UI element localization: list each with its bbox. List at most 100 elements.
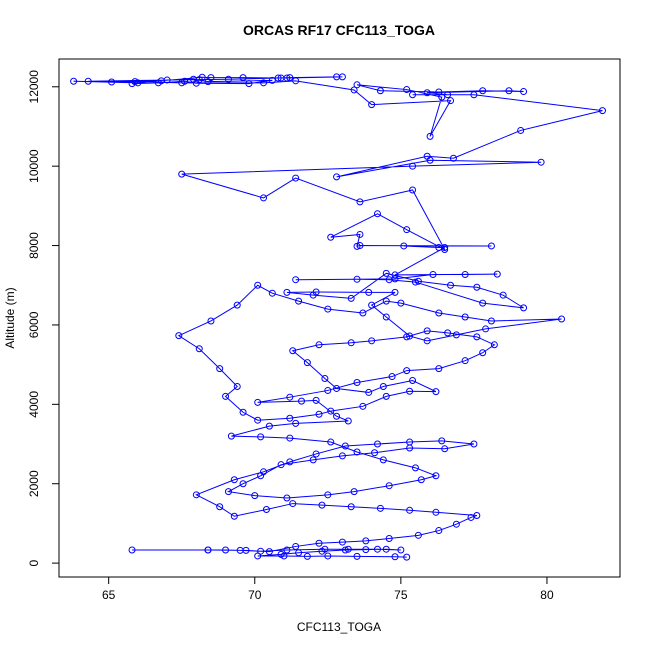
data-point: [391, 553, 399, 561]
data-point: [108, 78, 116, 86]
data-point: [406, 506, 414, 514]
y-tick-label-0: 0: [27, 559, 41, 566]
data-point: [70, 77, 78, 85]
data-point: [452, 520, 460, 528]
data-point: [154, 79, 162, 87]
data-point: [423, 152, 431, 160]
data-point: [423, 337, 431, 345]
data-point: [426, 132, 434, 140]
data-point: [262, 506, 270, 514]
data-point: [356, 242, 364, 250]
data-point: [315, 539, 323, 547]
data-point: [224, 75, 232, 83]
data-point: [435, 365, 443, 373]
data-point: [192, 79, 200, 87]
data-point: [391, 288, 399, 296]
data-point: [327, 233, 335, 241]
data-point: [432, 388, 440, 396]
data-point: [388, 373, 396, 381]
data-point: [403, 333, 411, 341]
data-point: [558, 315, 566, 323]
data-point: [327, 438, 335, 446]
data-point: [406, 444, 414, 452]
data-point: [397, 299, 405, 307]
data-point: [230, 512, 238, 520]
data-point: [312, 396, 320, 404]
data-point: [254, 416, 262, 424]
data-point: [470, 91, 478, 99]
data-point: [318, 501, 326, 509]
data-point: [175, 332, 183, 340]
data-point: [128, 546, 136, 554]
data-point: [309, 291, 317, 299]
data-point: [286, 458, 294, 466]
data-point: [505, 87, 513, 95]
data-point: [452, 331, 460, 339]
x-tick-label-3: 80: [540, 588, 554, 602]
data-point: [239, 74, 247, 82]
data-point: [423, 89, 431, 97]
data-point: [382, 392, 390, 400]
data-point: [289, 500, 297, 508]
data-point: [257, 472, 265, 480]
series-points: [70, 73, 606, 561]
data-point: [283, 494, 291, 502]
data-point: [207, 317, 215, 325]
data-point: [449, 154, 457, 162]
y-axis-label: Altitude (m): [3, 287, 17, 348]
data-point: [324, 305, 332, 313]
data-point: [403, 226, 411, 234]
data-point: [479, 87, 487, 95]
data-point: [382, 297, 390, 305]
data-point: [473, 333, 481, 341]
data-point: [324, 386, 332, 394]
data-point: [356, 198, 364, 206]
data-point: [230, 476, 238, 484]
data-point: [473, 511, 481, 519]
data-point: [321, 545, 329, 553]
data-point: [292, 419, 300, 427]
x-axis: 65 70 75 80: [102, 577, 554, 602]
data-point: [411, 464, 419, 472]
data-point: [344, 417, 352, 425]
data-point: [341, 546, 349, 554]
data-point: [368, 337, 376, 345]
y-axis: 0 2000 4000 6000 8000 10000 12000: [27, 70, 59, 566]
data-point: [265, 548, 273, 556]
y-tick-label-5: 10000: [27, 149, 41, 183]
data-point: [397, 546, 405, 554]
data-point: [239, 480, 247, 488]
data-point: [373, 210, 381, 218]
data-point: [359, 402, 367, 410]
data-point: [406, 332, 414, 340]
data-point: [233, 382, 241, 390]
plot-frame: [58, 58, 621, 578]
data-point: [292, 77, 300, 85]
y-tick-label-2: 4000: [27, 391, 41, 418]
data-point: [382, 269, 390, 277]
data-point: [353, 275, 361, 283]
data-point: [315, 410, 323, 418]
data-point: [274, 74, 282, 82]
data-point: [461, 357, 469, 365]
data-point: [344, 545, 352, 553]
data-point: [400, 242, 408, 250]
data-point: [227, 432, 235, 440]
data-point: [382, 545, 390, 553]
data-point: [493, 270, 501, 278]
data-point: [435, 527, 443, 535]
data-point: [327, 407, 335, 415]
data-point: [371, 449, 379, 457]
data-point: [233, 301, 241, 309]
data-point: [260, 194, 268, 202]
data-point: [277, 74, 285, 82]
y-tick-label-4: 8000: [27, 232, 41, 259]
data-point: [409, 377, 417, 385]
data-point: [277, 461, 285, 469]
data-point: [362, 537, 370, 545]
data-point: [347, 339, 355, 347]
data-point: [517, 126, 525, 134]
data-point: [376, 87, 384, 95]
data-point: [385, 482, 393, 490]
data-point: [283, 288, 291, 296]
